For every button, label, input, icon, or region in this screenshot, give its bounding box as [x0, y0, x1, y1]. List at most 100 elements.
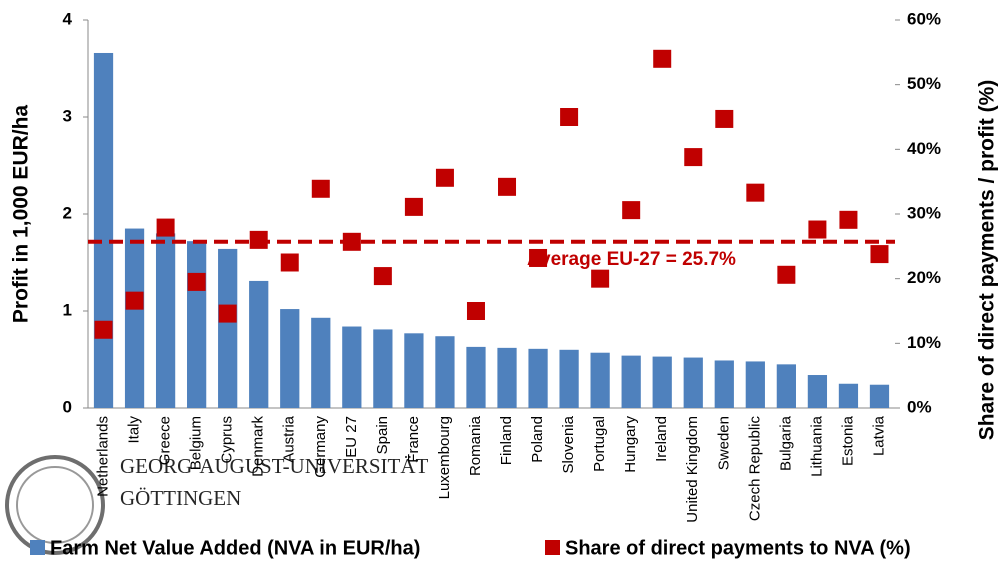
x-tick-label: Poland [529, 416, 546, 463]
x-tick-label: Greece [157, 416, 174, 465]
bar [807, 375, 828, 408]
marker [653, 49, 672, 68]
y-tick-label: 4 [63, 9, 73, 28]
x-tick-label: United Kingdom [684, 416, 701, 523]
logo-emblem-inner [16, 466, 94, 544]
bar [745, 361, 765, 408]
marker [684, 148, 703, 167]
marker [156, 218, 175, 237]
marker [187, 272, 206, 291]
x-tick-label: Italy [126, 416, 143, 444]
y2-tick-label: 20% [907, 268, 941, 287]
y2-axis-title: Share of direct payments / profit (%) [976, 80, 999, 441]
marker [839, 210, 858, 229]
x-tick-label: Sweden [715, 416, 732, 470]
y2-tick-label: 10% [907, 333, 941, 352]
marker [529, 248, 548, 267]
marker [125, 291, 144, 310]
y2-tick-label: 30% [907, 203, 941, 222]
reference-label: Average EU-27 = 25.7% [527, 249, 736, 270]
legend-swatch [30, 540, 45, 555]
x-tick-label: Estonia [839, 415, 856, 466]
marker [466, 302, 485, 320]
x-tick-label: Slovenia [560, 415, 577, 473]
marker [560, 108, 579, 126]
bar [373, 329, 393, 408]
y2-tick-label: 50% [907, 74, 941, 93]
bar [124, 228, 145, 408]
y-tick-label: 1 [63, 300, 72, 319]
marker [498, 177, 517, 196]
bar [559, 349, 579, 408]
bar [869, 384, 890, 408]
bar [435, 336, 455, 408]
y2-tick-label: 60% [907, 9, 941, 28]
y-axis-title: Profit in 1,000 EUR/ha [10, 105, 33, 324]
x-tick-label: Netherlands [94, 416, 111, 497]
bar [652, 356, 672, 408]
marker [435, 168, 454, 187]
legend-label: Farm Net Value Added (NVA in EUR/ha) [50, 537, 420, 559]
bar [155, 233, 176, 408]
y2-tick-label: 0% [907, 397, 932, 416]
x-tick-label: Belgium [188, 416, 205, 470]
marker [777, 265, 796, 284]
marker [715, 109, 734, 128]
marker [311, 179, 330, 198]
x-tick-label: EU 27 [343, 416, 360, 458]
bar [187, 241, 207, 408]
logo-text: GÖTTINGEN [120, 486, 241, 510]
marker [218, 304, 237, 323]
bar [683, 357, 703, 408]
x-tick-label: France [405, 416, 422, 463]
x-tick-label: Portugal [591, 416, 608, 472]
x-tick-label: Czech Republic [746, 416, 763, 522]
y-tick-label: 2 [63, 203, 72, 222]
bar [621, 355, 641, 408]
x-tick-label: Romania [467, 415, 484, 476]
bar [342, 326, 362, 408]
y2-tick-label: 40% [907, 139, 941, 158]
x-tick-label: Spain [374, 416, 391, 454]
marker [870, 245, 889, 264]
marker [280, 253, 299, 272]
x-tick-label: Ireland [653, 416, 670, 462]
x-tick-label: Lithuania [808, 415, 825, 477]
bar [404, 333, 424, 408]
bar [249, 280, 269, 408]
marker [373, 267, 392, 286]
logo-emblem [5, 455, 105, 555]
x-tick-label: Luxembourg [436, 416, 453, 499]
marker [94, 320, 113, 339]
logo: GEORG-AUGUST-UNIVERSITÄT GÖTTINGEN [5, 454, 429, 555]
x-tick-label: Bulgaria [777, 415, 794, 471]
legend-label: Share of direct payments to NVA (%) [565, 537, 911, 559]
bar [714, 360, 734, 408]
marker [622, 201, 641, 220]
bar [93, 52, 114, 408]
marker [249, 230, 268, 249]
bar [466, 346, 486, 408]
y-tick-label: 0 [63, 397, 72, 416]
bar [280, 309, 300, 408]
x-tick-label: Germany [312, 416, 329, 478]
marker [404, 197, 423, 216]
marker [746, 183, 765, 202]
bar [590, 352, 610, 408]
bar [838, 383, 859, 408]
bar [218, 248, 238, 408]
bar [311, 317, 331, 408]
legend-swatch [545, 540, 560, 555]
x-tick-label: Hungary [622, 416, 639, 473]
marker [808, 220, 827, 239]
logo-text: GEORG-AUGUST-UNIVERSITÄT [120, 454, 429, 478]
x-tick-label: Latvia [870, 415, 887, 456]
x-tick-label: Austria [281, 415, 298, 462]
marker [342, 232, 361, 251]
bar [497, 347, 517, 408]
bar [776, 364, 796, 408]
x-tick-label: Denmark [250, 416, 267, 477]
x-tick-label: Cyprus [219, 416, 236, 464]
x-tick-label: Finland [498, 416, 515, 465]
